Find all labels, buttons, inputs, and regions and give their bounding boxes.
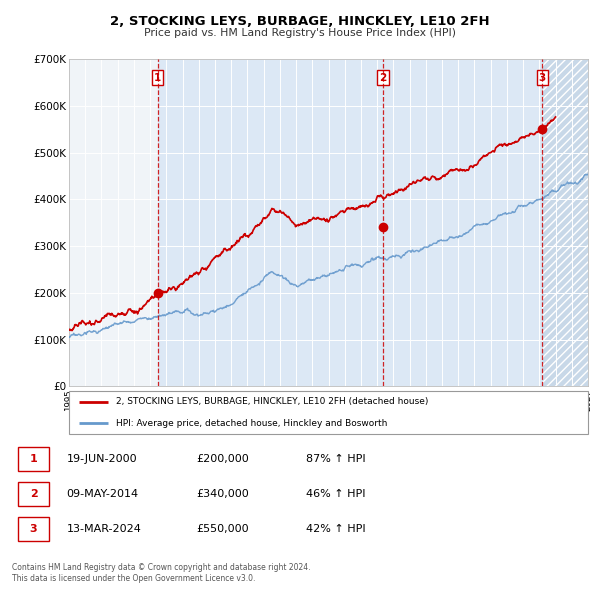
Text: £340,000: £340,000 bbox=[196, 489, 249, 499]
Text: £200,000: £200,000 bbox=[196, 454, 249, 464]
Text: 3: 3 bbox=[30, 524, 37, 534]
Text: 2: 2 bbox=[30, 489, 37, 499]
Text: 09-MAY-2014: 09-MAY-2014 bbox=[67, 489, 139, 499]
Text: 19-JUN-2000: 19-JUN-2000 bbox=[67, 454, 137, 464]
Text: 42% ↑ HPI: 42% ↑ HPI bbox=[306, 524, 365, 534]
Text: 1: 1 bbox=[30, 454, 37, 464]
Text: 3: 3 bbox=[539, 73, 546, 83]
Text: 1: 1 bbox=[154, 73, 161, 83]
FancyBboxPatch shape bbox=[18, 482, 49, 506]
Text: Contains HM Land Registry data © Crown copyright and database right 2024.
This d: Contains HM Land Registry data © Crown c… bbox=[12, 563, 311, 583]
Bar bbox=[69, 59, 158, 386]
Text: £550,000: £550,000 bbox=[196, 524, 249, 534]
FancyBboxPatch shape bbox=[69, 391, 588, 434]
Text: Price paid vs. HM Land Registry's House Price Index (HPI): Price paid vs. HM Land Registry's House … bbox=[144, 28, 456, 38]
Text: 13-MAR-2024: 13-MAR-2024 bbox=[67, 524, 142, 534]
FancyBboxPatch shape bbox=[18, 447, 49, 471]
Text: 87% ↑ HPI: 87% ↑ HPI bbox=[306, 454, 365, 464]
Text: 2, STOCKING LEYS, BURBAGE, HINCKLEY, LE10 2FH (detached house): 2, STOCKING LEYS, BURBAGE, HINCKLEY, LE1… bbox=[116, 397, 428, 407]
FancyBboxPatch shape bbox=[18, 517, 49, 541]
Text: HPI: Average price, detached house, Hinckley and Bosworth: HPI: Average price, detached house, Hinc… bbox=[116, 418, 387, 428]
Text: 46% ↑ HPI: 46% ↑ HPI bbox=[306, 489, 365, 499]
Bar bbox=[158, 59, 542, 386]
Text: 2, STOCKING LEYS, BURBAGE, HINCKLEY, LE10 2FH: 2, STOCKING LEYS, BURBAGE, HINCKLEY, LE1… bbox=[110, 15, 490, 28]
Bar bbox=[542, 59, 588, 386]
Text: 2: 2 bbox=[379, 73, 386, 83]
